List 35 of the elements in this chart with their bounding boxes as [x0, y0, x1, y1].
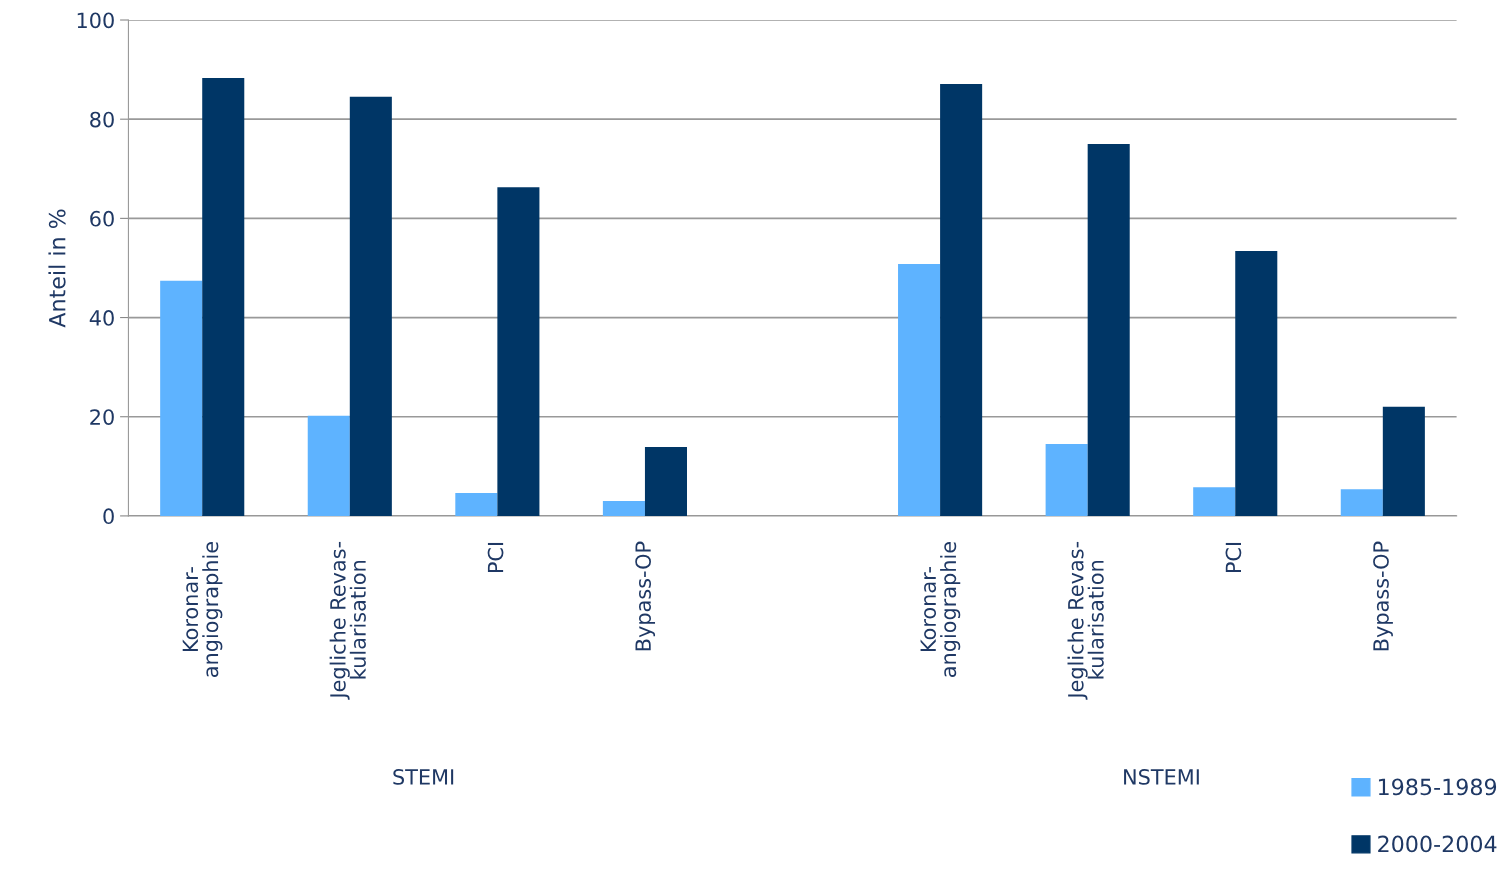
y-tick-label: 0 [103, 508, 114, 525]
x-tick-label: Bypass-OP [635, 541, 656, 651]
bar [1045, 444, 1088, 516]
x-tick-label: PCI [1225, 542, 1242, 573]
y-tick-label: 80 [90, 111, 114, 128]
x-tick-label: Jegliche Revas- kularisation [329, 541, 366, 700]
x-tick-label: Bypass-OP [1373, 541, 1393, 651]
x-tick-label: PCI [487, 542, 504, 573]
bar [940, 83, 983, 516]
y-tick-label: 60 [90, 210, 114, 227]
bar [1235, 251, 1278, 516]
bar [1340, 489, 1383, 516]
bar [307, 415, 350, 516]
bar [455, 493, 498, 516]
y-tick-label: 20 [90, 409, 114, 425]
bar [349, 96, 392, 516]
y-axis-title: Anteil in % [48, 209, 66, 328]
bar [497, 187, 540, 516]
bar [202, 78, 245, 516]
bar [160, 280, 203, 516]
bar [602, 501, 645, 516]
legend-label: 2000-2004 [1378, 835, 1497, 853]
x-tick-label: Koronar- angiographie [182, 542, 223, 677]
bar [898, 263, 941, 516]
y-tick-label: 40 [89, 310, 114, 326]
x-tick-label: Koronar- angiographie [920, 542, 961, 677]
bar [1087, 143, 1130, 516]
legend-label: 1985-1989 [1378, 778, 1497, 796]
x-tick-label: Jegliche Revas- kularisation [1067, 541, 1104, 700]
bar [1382, 406, 1425, 516]
bar [644, 446, 687, 516]
y-tick-label: 100 [77, 12, 114, 29]
text: STEMI [393, 769, 454, 785]
bar [1193, 487, 1236, 516]
text: NSTEMI [1124, 769, 1199, 785]
